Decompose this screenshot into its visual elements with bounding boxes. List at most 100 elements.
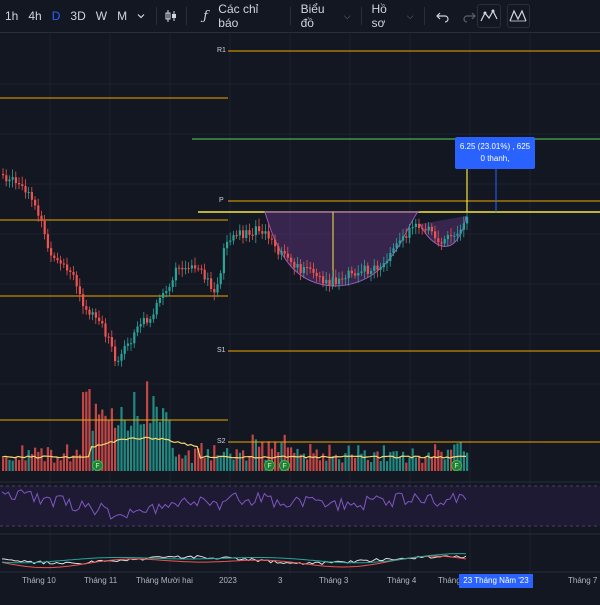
candle-body: [331, 277, 334, 286]
toolbar-divider: [155, 7, 157, 25]
candle-body: [338, 278, 341, 285]
candle-body: [88, 309, 91, 315]
volume-bar: [376, 451, 379, 471]
price-candles: [2, 168, 469, 367]
handle-pattern[interactable]: [419, 215, 467, 247]
chart-area[interactable]: R1 P S1 S2 F F F F 6.25 (23.01%) , 625 0…: [0, 34, 600, 600]
candle-body: [216, 284, 219, 293]
candle-body: [334, 277, 337, 285]
candle-body: [181, 267, 184, 270]
dropdown-chevron-icon[interactable]: [132, 7, 149, 25]
candle-body: [168, 286, 171, 292]
volume-bar: [69, 461, 72, 471]
candle-body: [229, 240, 232, 242]
candle-body: [43, 220, 46, 235]
volume-bar: [258, 446, 261, 471]
volume-bar: [418, 455, 421, 471]
volume-bar: [56, 457, 59, 471]
volume-bar: [222, 451, 225, 471]
candle-body: [382, 263, 385, 268]
x-axis-label: Tháng 11: [84, 576, 118, 585]
redo-icon[interactable]: [460, 7, 477, 25]
volume-bar: [315, 449, 318, 471]
indicators-fx-icon: ƒ: [203, 8, 208, 24]
x-axis-label: 2023: [219, 576, 237, 585]
candle-body: [418, 223, 421, 228]
price-chart[interactable]: [0, 34, 600, 600]
candle-body: [158, 297, 161, 303]
volume-bar: [405, 462, 408, 471]
candle-body: [5, 175, 8, 182]
candle-body: [11, 177, 14, 180]
timeframe-m[interactable]: M: [117, 8, 128, 23]
measure-tooltip: 6.25 (23.01%) , 625 0 thanh,: [455, 137, 535, 169]
volume-bar: [440, 451, 443, 471]
volume-bar: [453, 444, 456, 471]
candle-body: [203, 269, 206, 280]
volume-bar: [187, 450, 190, 471]
volume-bar: [354, 457, 357, 471]
timeframe-w[interactable]: W: [95, 8, 108, 23]
x-axis-label: Tháng 7: [568, 576, 598, 585]
candle-body: [8, 179, 11, 182]
candle-body: [328, 279, 331, 286]
candles-icon[interactable]: [162, 7, 179, 25]
candle-body: [53, 255, 56, 259]
candle-body: [50, 248, 53, 256]
candle-body: [30, 192, 33, 200]
candle-body: [354, 273, 357, 276]
volume-bar: [277, 452, 280, 471]
candle-body: [366, 265, 369, 274]
timeframe-d[interactable]: D: [51, 8, 61, 23]
candle-body: [427, 226, 430, 231]
candle-body: [46, 234, 49, 249]
earnings-marker[interactable]: F: [279, 460, 290, 471]
earnings-marker[interactable]: F: [451, 460, 462, 471]
volume-bar: [254, 439, 257, 471]
volume-bar: [88, 389, 91, 471]
xabcd-pattern-icon[interactable]: [506, 4, 530, 28]
volume-bar: [203, 457, 206, 471]
volume-bar: [123, 419, 126, 471]
profile-button[interactable]: Hồ sơ ⌵: [367, 0, 417, 33]
candle-body: [267, 231, 270, 239]
candle-body: [280, 251, 283, 255]
candle-body: [200, 268, 203, 270]
timeframe-4h[interactable]: 4h: [28, 8, 42, 23]
timeframe-1h[interactable]: 1h: [5, 8, 19, 23]
volume-bar: [325, 460, 328, 471]
crosshair-date-badge: 23 Tháng Năm '23: [459, 574, 533, 588]
pivot-levels: [0, 50, 600, 443]
x-axis-label: Tháng 4: [387, 576, 417, 585]
earnings-marker[interactable]: F: [264, 460, 275, 471]
chart-type-button[interactable]: Biểu đồ ⌵: [297, 0, 355, 33]
candle-body: [152, 314, 155, 320]
candle-body: [283, 251, 286, 254]
candle-body: [315, 272, 318, 277]
candle-body: [136, 326, 139, 333]
undo-icon[interactable]: [434, 7, 451, 25]
volume-bar: [309, 443, 312, 471]
candle-body: [72, 271, 75, 275]
measure-tooltip-line2: 0 thanh,: [480, 154, 510, 163]
volume-bar: [350, 454, 353, 471]
oscillator-line-2: [1, 555, 467, 569]
volume-bar: [146, 381, 149, 471]
volume-bar: [402, 451, 405, 471]
volume-bar: [50, 449, 53, 471]
candle-body: [155, 302, 158, 315]
candle-body: [114, 346, 117, 362]
volume-bar: [101, 409, 104, 471]
candle-body: [440, 242, 443, 244]
pattern-icon[interactable]: [477, 4, 501, 28]
volume-bar: [344, 453, 347, 471]
candle-body: [360, 271, 363, 273]
timeframe-3d[interactable]: 3D: [70, 8, 86, 23]
chevron-down-icon: ⌵: [406, 10, 414, 21]
volume-bar: [379, 460, 382, 471]
candle-body: [357, 272, 360, 276]
volume-bar: [194, 448, 197, 471]
earnings-marker[interactable]: F: [92, 460, 103, 471]
candle-body: [392, 248, 395, 253]
indicators-button[interactable]: ƒ Các chỉ báo: [193, 0, 284, 33]
